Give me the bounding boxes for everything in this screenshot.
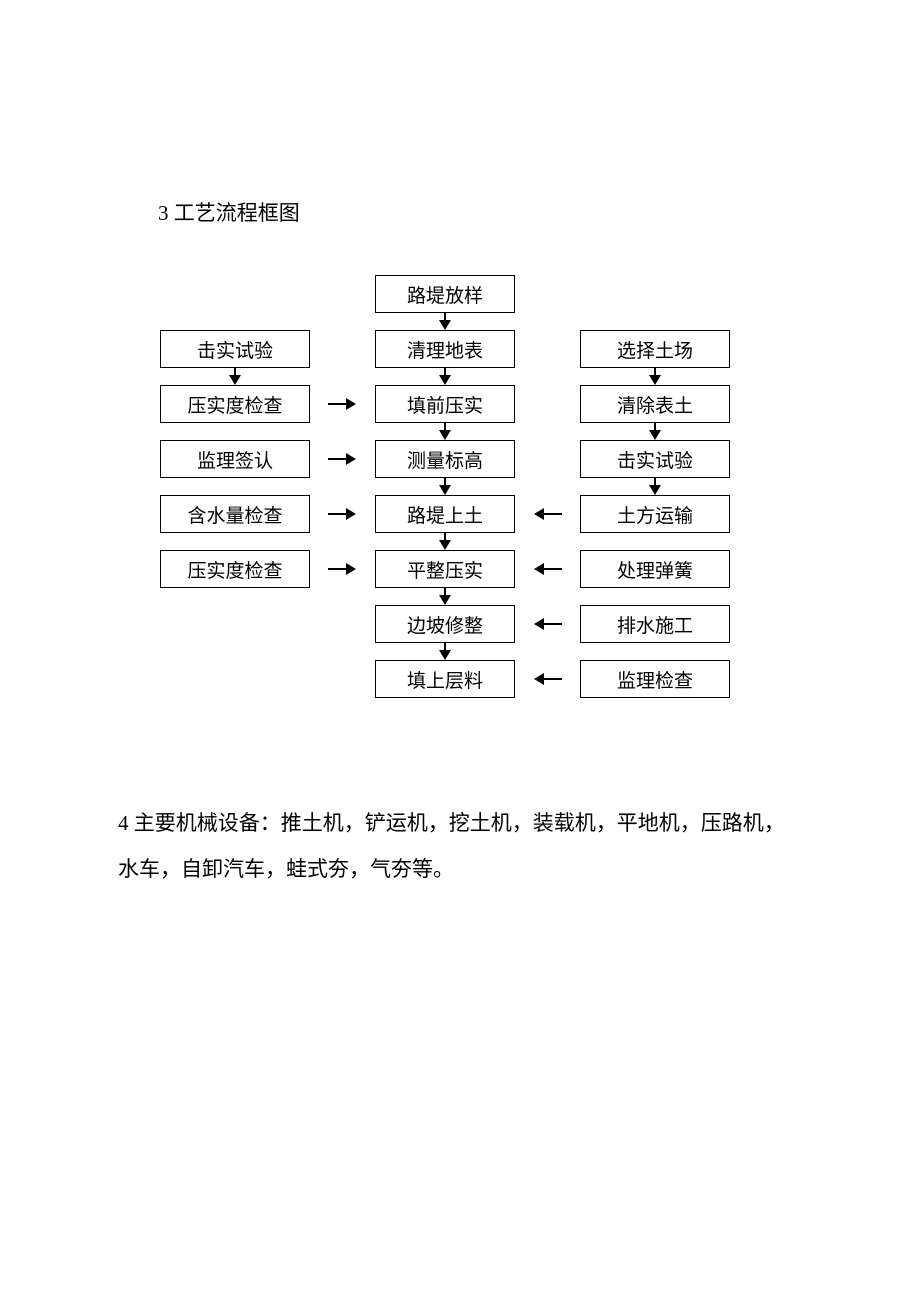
arrow-head xyxy=(649,485,661,495)
arrow-right xyxy=(328,513,348,515)
flow-node-r2: 清除表土 xyxy=(580,385,730,423)
arrow-head xyxy=(439,540,451,550)
arrow-head xyxy=(534,673,544,685)
flow-node-l4: 含水量检查 xyxy=(160,495,310,533)
arrow-left xyxy=(542,623,562,625)
arrow-head xyxy=(346,508,356,520)
flow-node-r3: 击实试验 xyxy=(580,440,730,478)
flow-node-c5: 路堤上土 xyxy=(375,495,515,533)
flow-node-c1: 路堤放样 xyxy=(375,275,515,313)
arrow-head xyxy=(439,430,451,440)
arrow-head xyxy=(439,650,451,660)
flow-node-c8: 填上层料 xyxy=(375,660,515,698)
flow-node-r5: 处理弹簧 xyxy=(580,550,730,588)
flow-node-r4: 土方运输 xyxy=(580,495,730,533)
arrow-head xyxy=(534,508,544,520)
arrow-head xyxy=(649,375,661,385)
arrow-head xyxy=(229,375,241,385)
arrow-head xyxy=(346,453,356,465)
arrow-head xyxy=(346,398,356,410)
flow-node-r7: 监理检查 xyxy=(580,660,730,698)
flow-node-r1: 选择土场 xyxy=(580,330,730,368)
flow-node-l5: 压实度检查 xyxy=(160,550,310,588)
flow-node-l2: 压实度检查 xyxy=(160,385,310,423)
arrow-head xyxy=(534,618,544,630)
arrow-right xyxy=(328,403,348,405)
flowchart: 路堤放样 清理地表 填前压实 测量标高 路堤上土 平整压实 边坡修整 填上层料 … xyxy=(160,275,780,735)
arrow-head xyxy=(649,430,661,440)
arrow-head xyxy=(439,595,451,605)
section-3-title: 3 工艺流程框图 xyxy=(158,197,300,227)
flow-node-l3: 监理签认 xyxy=(160,440,310,478)
arrow-left xyxy=(542,678,562,680)
arrow-head xyxy=(439,320,451,330)
arrow-right xyxy=(328,458,348,460)
flow-node-l1: 击实试验 xyxy=(160,330,310,368)
flow-node-c2: 清理地表 xyxy=(375,330,515,368)
arrow-head xyxy=(439,375,451,385)
arrow-head xyxy=(534,563,544,575)
arrow-left xyxy=(542,513,562,515)
flow-node-c6: 平整压实 xyxy=(375,550,515,588)
flow-node-c7: 边坡修整 xyxy=(375,605,515,643)
arrow-head xyxy=(439,485,451,495)
arrow-right xyxy=(328,568,348,570)
section-4-line1: 4 主要机械设备：推土机，铲运机，挖土机，装载机，平地机，压路机， xyxy=(118,800,785,846)
flow-node-r6: 排水施工 xyxy=(580,605,730,643)
flow-node-c3: 填前压实 xyxy=(375,385,515,423)
arrow-head xyxy=(346,563,356,575)
section-4-line2: 水车，自卸汽车，蛙式夯，气夯等。 xyxy=(118,846,454,892)
flow-node-c4: 测量标高 xyxy=(375,440,515,478)
arrow-left xyxy=(542,568,562,570)
